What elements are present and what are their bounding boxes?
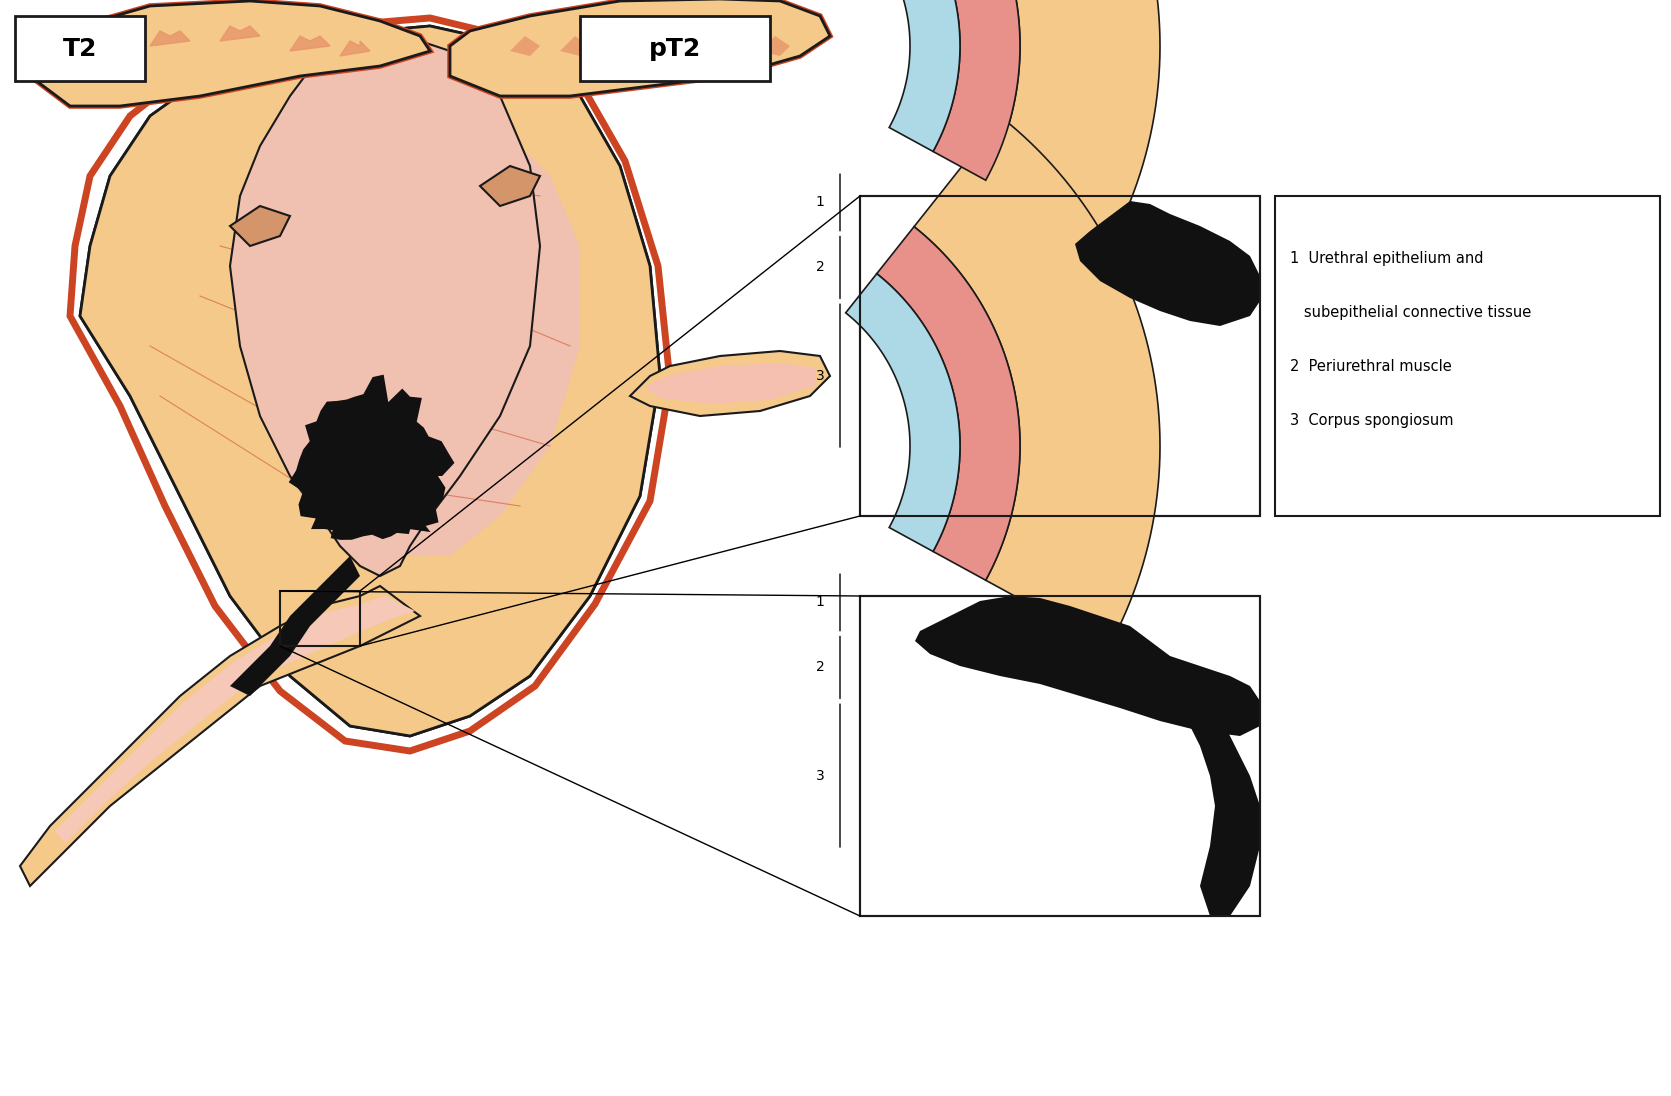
Polygon shape [289,375,455,540]
Bar [861,596,1260,916]
Polygon shape [261,106,580,556]
Polygon shape [231,556,359,696]
Text: 2  Periurethral muscle: 2 Periurethral muscle [1290,359,1452,374]
Polygon shape [877,0,1019,180]
Polygon shape [231,206,291,246]
Polygon shape [80,26,660,737]
Polygon shape [1190,711,1260,916]
Text: 3  Corpus spongiosum: 3 Corpus spongiosum [1290,413,1454,429]
Polygon shape [150,31,190,46]
Bar [580,16,770,81]
Polygon shape [630,351,830,416]
Polygon shape [560,36,590,56]
Polygon shape [221,26,261,41]
Polygon shape [610,36,640,56]
Polygon shape [710,36,740,56]
Polygon shape [760,36,790,56]
Polygon shape [480,165,540,206]
Text: 1: 1 [815,195,824,209]
Polygon shape [846,274,961,551]
Polygon shape [339,41,369,56]
Text: pT2: pT2 [648,37,702,61]
Polygon shape [914,0,1160,248]
Bar [15,16,145,81]
Polygon shape [30,1,429,106]
Polygon shape [645,363,815,404]
Polygon shape [291,36,329,52]
Bar [1275,196,1659,516]
Text: 1: 1 [815,595,824,609]
Text: subepithelial connective tissue: subepithelial connective tissue [1290,305,1531,320]
Bar [861,196,1260,516]
Polygon shape [30,1,429,106]
Polygon shape [20,586,419,886]
Polygon shape [877,227,1019,580]
Polygon shape [660,36,690,56]
Polygon shape [916,596,1260,737]
Text: 1  Urethral epithelium and: 1 Urethral epithelium and [1290,251,1484,266]
Text: 2: 2 [815,661,824,674]
Polygon shape [80,36,120,52]
Polygon shape [449,0,830,96]
Bar [281,591,359,646]
Text: T2: T2 [63,37,97,61]
Polygon shape [1074,201,1260,326]
Polygon shape [261,106,580,556]
Text: 3: 3 [815,768,824,783]
Polygon shape [510,36,540,56]
Polygon shape [914,117,1160,648]
Bar [861,196,1260,516]
Polygon shape [80,26,660,737]
Polygon shape [231,41,540,576]
Polygon shape [449,0,830,96]
Polygon shape [55,596,414,843]
Bar [861,596,1260,916]
Text: 3: 3 [815,368,824,383]
Text: 2: 2 [815,261,824,274]
Polygon shape [846,0,961,151]
